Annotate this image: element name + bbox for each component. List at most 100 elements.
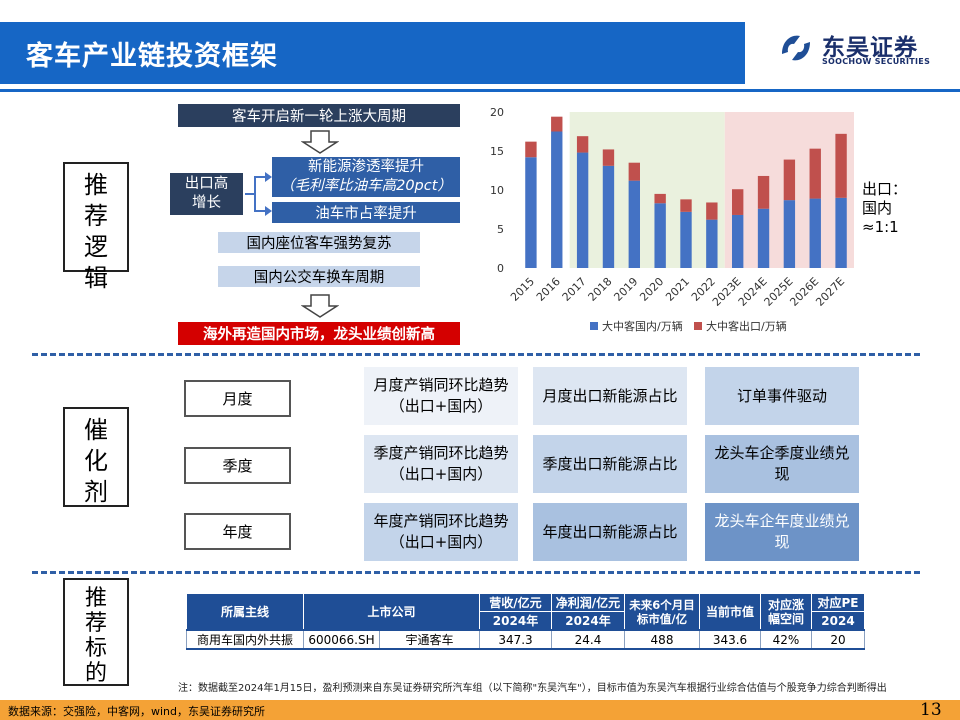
bar-segment [576,152,589,268]
footnote: 注：数据截至2024年1月15日，盈利预测来自东吴证券研究所汽车组（以下简称"东… [178,683,887,694]
header-rule [0,89,960,92]
nev-penetration-text: 新能源渗透率提升 [308,159,424,175]
col-mcap: 当前市值 [699,593,761,631]
bar-segment [757,208,770,268]
catalyst-cell: 月度产销同环比趋势（出口+国内） [364,367,518,425]
title-bar [0,22,745,84]
col-upside-text: 对应涨幅空间 [767,597,804,626]
section-divider [32,353,920,356]
x-tick-label: 2015 [508,275,537,304]
legend-label: 大中客出口/万辆 [706,319,787,333]
legend-label: 大中客国内/万辆 [602,319,683,333]
logo-text-en: SOOCHOW SECURITIES [822,57,931,66]
export-growth-text: 出口高增长 [184,176,229,211]
col-pe: 对应PE [811,593,865,612]
y-tick-label: 10 [490,184,504,197]
bar-segment [525,141,537,158]
x-tick-label: 2019 [611,275,640,304]
conclusion-box: 海外再造国内市场，龙头业绩创新高 [178,322,460,345]
bar-segment [654,203,666,268]
catalyst-cell: 年度产销同环比趋势（出口+国内） [364,503,518,561]
table-header-row: 所属主线 上市公司 营收/亿元 净利润/亿元 未来6个月目标市值/亿 当前市值 … [186,593,865,631]
bar-segment [602,165,615,268]
cell-pe: 20 [811,629,865,650]
bar-segment [628,162,640,181]
page-title: 客车产业链投资框架 [26,41,278,72]
catalyst-label-yearly: 年度 [184,513,291,550]
bar-segment [576,136,589,153]
catalyst-cell: 季度产销同环比趋势（出口+国内） [364,435,518,493]
bar-segment [628,180,640,268]
bar-segment [732,189,744,215]
section-logic-text: 推荐逻辑 [84,171,108,292]
section-targets-title: 推荐标的 [63,578,129,686]
bar-segment [654,193,666,204]
bus-cycle-box: 国内公交车换车周期 [218,266,420,287]
bar-segment [732,214,744,268]
bar-segment [551,131,563,268]
col-theme: 所属主线 [186,593,304,631]
data-source: 数据来源：交强险，中客网，wind，东吴证券研究所 [8,705,266,718]
col-pe-year: 2024 [811,611,865,631]
logo-text-cn: 东吴证券 [822,35,918,61]
catalyst-label-monthly: 月度 [184,380,291,417]
logic-top-box: 客车开启新一轮上涨大周期 [178,104,460,127]
y-tick-label: 5 [497,223,504,236]
catalyst-cell: 订单事件驱动 [705,367,859,425]
footer-bar: 数据来源：交强险，中客网，wind，东吴证券研究所 13 [0,700,960,720]
col-company: 上市公司 [303,593,480,631]
coach-recovery-box: 国内座位客车强势复苏 [218,232,420,253]
col-target-mcap-text: 未来6个月目标市值/亿 [629,597,695,626]
section-catalyst-title: 催化剂 [63,407,129,507]
section-logic-title: 推荐逻辑 [63,162,129,292]
x-tick-label: 2020 [637,275,666,304]
nev-margin-text: （毛利率比油车高20pct） [280,178,452,194]
y-tick-label: 15 [490,145,504,158]
bar-segment [602,149,615,166]
cell-mcap: 343.6 [699,629,761,650]
catalyst-cell: 年度出口新能源占比 [533,503,687,561]
catalyst-cell: 月度出口新能源占比 [533,367,687,425]
cell-name: 宇通客车 [379,629,480,650]
soochow-logo-icon [782,35,810,61]
bar-segment [525,157,537,268]
brand-logo: 东吴证券 SOOCHOW SECURITIES [776,28,946,70]
page-number: 13 [920,700,942,720]
export-domestic-ratio: 出口：国内≈1:1 [862,180,908,236]
bar-segment [809,148,821,199]
bar-segment [706,219,718,268]
cell-upside: 42% [760,629,812,650]
cell-profit: 24.4 [551,629,625,650]
bar-segment [809,198,821,268]
col-revenue: 营收/亿元 [479,593,552,612]
table-header-row: 2024年 2024年 2024 [187,611,865,631]
oil-share-box: 油车市占率提升 [272,202,460,223]
cell-target-mcap: 488 [624,629,700,650]
x-tick-label: 2021 [663,275,692,304]
y-tick-label: 0 [497,262,504,275]
down-arrow-icon [301,294,339,318]
table-row: 商用车国内外共振 600066.SH 宇通客车 347.3 24.4 488 3… [186,629,865,650]
bar-segment [680,199,692,212]
x-tick-label: 2017 [560,275,589,304]
catalyst-cell: 龙头车企季度业绩兑现 [705,435,859,493]
bar-segment [680,211,692,268]
cell-code: 600066.SH [303,629,380,650]
nev-penetration-box: 新能源渗透率提升 （毛利率比油车高20pct） [272,157,460,197]
catalyst-cell: 龙头车企年度业绩兑现 [705,503,859,561]
export-growth-box: 出口高增长 [170,173,243,215]
bar-segment [551,116,563,132]
bar-segment [835,197,847,268]
header: 客车产业链投资框架 东吴证券 SOOCHOW SECURITIES [0,0,960,92]
legend-swatch [590,322,598,330]
forecast-shading [569,112,725,268]
col-target-mcap: 未来6个月目标市值/亿 [624,593,700,631]
bar-segment [835,133,847,198]
cell-theme: 商用车国内外共振 [186,629,304,650]
cell-revenue: 347.3 [479,629,552,650]
col-profit: 净利润/亿元 [551,593,625,612]
col-profit-year: 2024年 [551,611,625,631]
col-upside: 对应涨幅空间 [760,593,812,631]
col-revenue-year: 2024年 [479,611,552,631]
x-tick-label: 2018 [586,275,615,304]
